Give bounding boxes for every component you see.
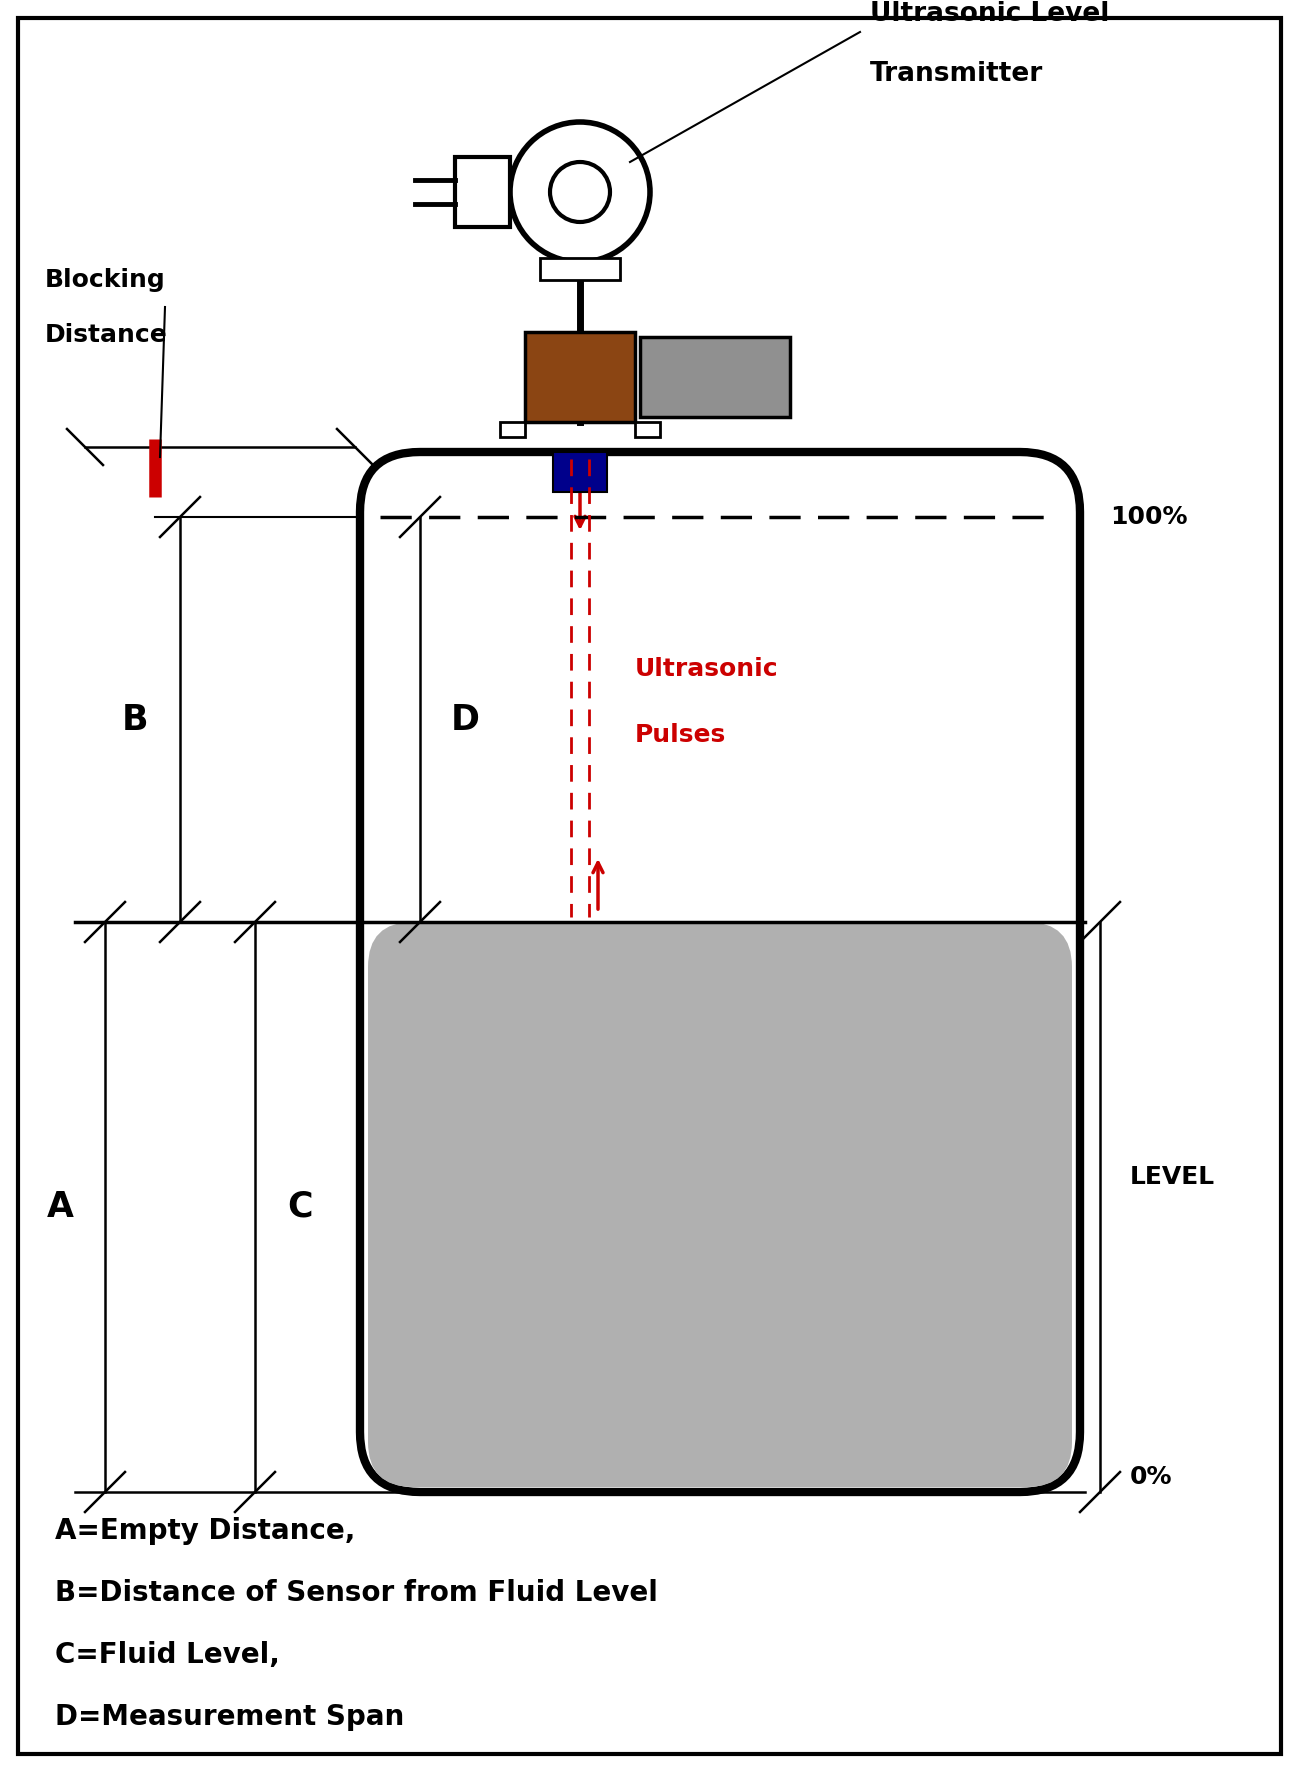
Text: B=Distance of Sensor from Fluid Level: B=Distance of Sensor from Fluid Level <box>55 1579 657 1607</box>
FancyBboxPatch shape <box>368 921 1072 1487</box>
Text: 100%: 100% <box>1111 505 1187 530</box>
Text: Transmitter: Transmitter <box>870 60 1043 87</box>
FancyBboxPatch shape <box>640 337 790 416</box>
Text: Pulses: Pulses <box>635 723 726 746</box>
Text: Distance: Distance <box>45 323 168 347</box>
Text: 0%: 0% <box>1130 1465 1173 1488</box>
FancyBboxPatch shape <box>360 452 1079 1492</box>
Text: Ultrasonic Level: Ultrasonic Level <box>870 2 1109 27</box>
FancyBboxPatch shape <box>525 331 635 422</box>
Text: Blocking: Blocking <box>45 268 166 292</box>
Text: Ultrasonic: Ultrasonic <box>635 657 778 682</box>
Text: LEVEL: LEVEL <box>1130 1164 1215 1189</box>
Text: A=Empty Distance,: A=Empty Distance, <box>55 1517 356 1545</box>
Circle shape <box>511 122 650 262</box>
FancyBboxPatch shape <box>455 158 511 227</box>
Text: B: B <box>122 702 148 737</box>
Text: D=Measurement Span: D=Measurement Span <box>55 1703 404 1731</box>
FancyBboxPatch shape <box>500 422 525 438</box>
Text: C=Fluid Level,: C=Fluid Level, <box>55 1641 279 1669</box>
FancyBboxPatch shape <box>553 452 607 493</box>
Text: D: D <box>451 702 479 737</box>
Text: C: C <box>287 1191 313 1224</box>
FancyBboxPatch shape <box>635 422 660 438</box>
Text: A: A <box>47 1191 74 1224</box>
FancyBboxPatch shape <box>540 259 620 280</box>
Circle shape <box>549 161 611 222</box>
